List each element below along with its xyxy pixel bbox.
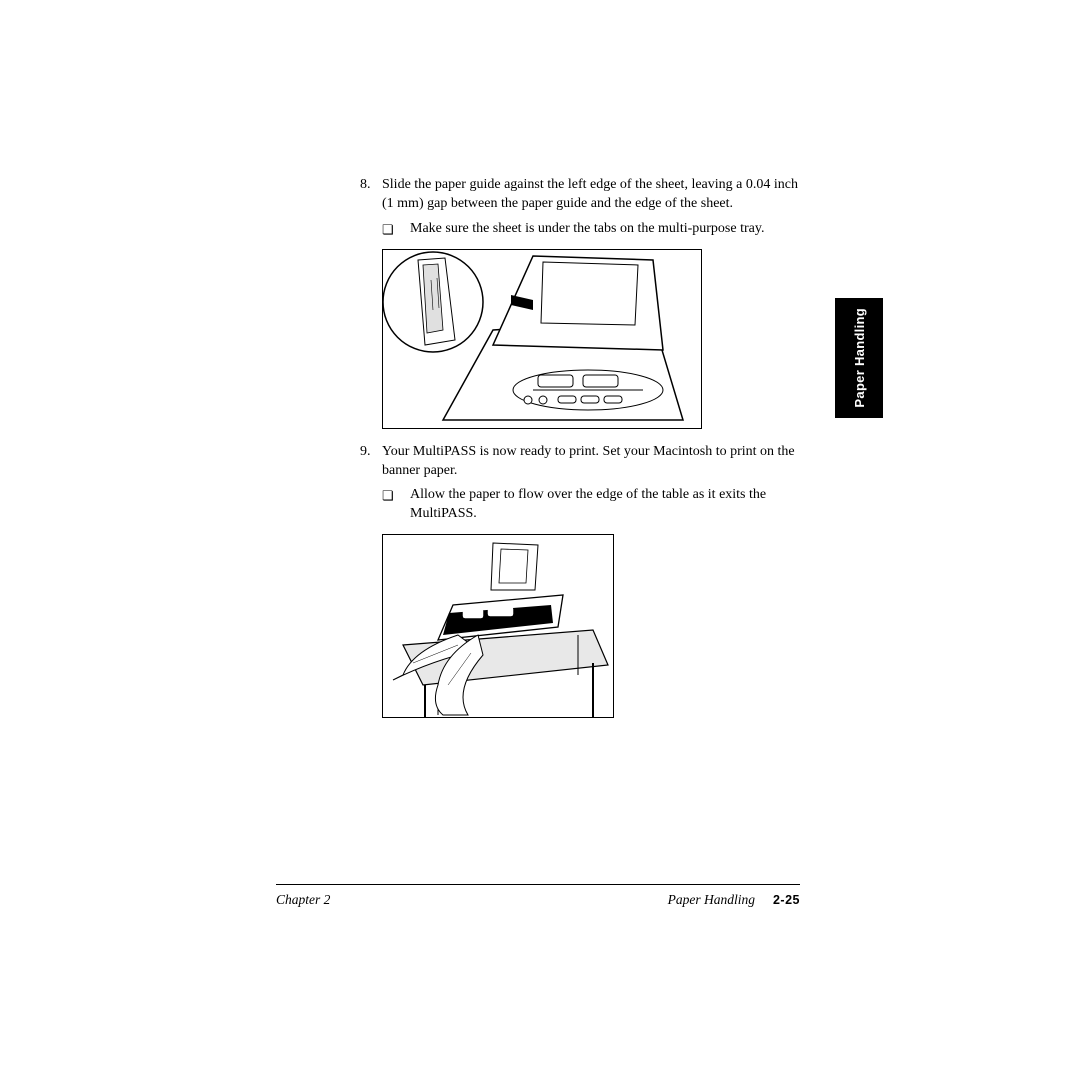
step-8: 8. Slide the paper guide against the lef…	[360, 176, 805, 214]
footer-page-number: 2-25	[773, 893, 800, 907]
step-number: 9.	[360, 443, 382, 481]
printer-on-table-illustration-icon	[383, 535, 613, 717]
figure-paper-guide-closeup	[382, 249, 702, 429]
checkbox-bullet-icon: ❏	[382, 221, 410, 240]
footer-chapter: Chapter 2	[276, 892, 330, 908]
page-content: 8. Slide the paper guide against the lef…	[360, 176, 805, 732]
section-tab-label: Paper Handling	[852, 308, 867, 408]
subitem-text: Allow the paper to flow over the edge of…	[410, 486, 805, 524]
step-9: 9. Your MultiPASS is now ready to print.…	[360, 443, 805, 481]
footer-section-title: Paper Handling	[668, 892, 755, 908]
manual-page: 8. Slide the paper guide against the lef…	[0, 0, 1080, 1080]
step-text: Your MultiPASS is now ready to print. Se…	[382, 443, 805, 481]
step-number: 8.	[360, 176, 382, 214]
section-tab: Paper Handling	[835, 298, 883, 418]
checkbox-bullet-icon: ❏	[382, 487, 410, 525]
subitem-text: Make sure the sheet is under the tabs on…	[410, 220, 805, 239]
page-footer: Chapter 2 Paper Handling 2-25	[276, 884, 800, 908]
figure-banner-paper-output	[382, 534, 614, 718]
step-text: Slide the paper guide against the left e…	[382, 176, 805, 214]
printer-paper-guide-illustration-icon	[383, 250, 701, 428]
step-9-subitem: ❏ Allow the paper to flow over the edge …	[382, 486, 805, 524]
footer-right-group: Paper Handling 2-25	[668, 892, 800, 908]
step-8-subitem: ❏ Make sure the sheet is under the tabs …	[382, 220, 805, 239]
